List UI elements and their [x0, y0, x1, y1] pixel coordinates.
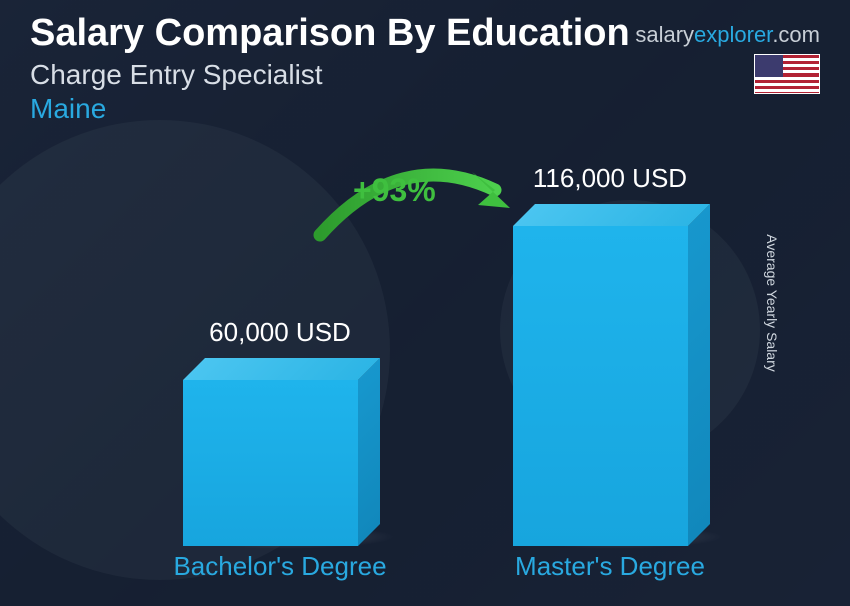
brand-part3: .com: [772, 22, 820, 47]
bar-category-label-0: Bachelor's Degree: [150, 551, 410, 582]
bar-value-label-1: 116,000 USD: [510, 163, 710, 194]
region-label: Maine: [30, 93, 820, 125]
percent-increase-badge: +93%: [353, 172, 436, 209]
bar-category-label-1: Master's Degree: [480, 551, 740, 582]
bar-value-label-0: 60,000 USD: [180, 317, 380, 348]
brand-part1: salary: [635, 22, 694, 47]
brand-part2: explorer: [694, 22, 772, 47]
chart-area: +93% 60,000 USD Bachelor's Degree 116,000…: [0, 160, 850, 586]
job-title: Charge Entry Specialist: [30, 59, 820, 91]
brand-logo: salaryexplorer.com: [635, 22, 820, 48]
us-flag-icon: [754, 54, 820, 94]
